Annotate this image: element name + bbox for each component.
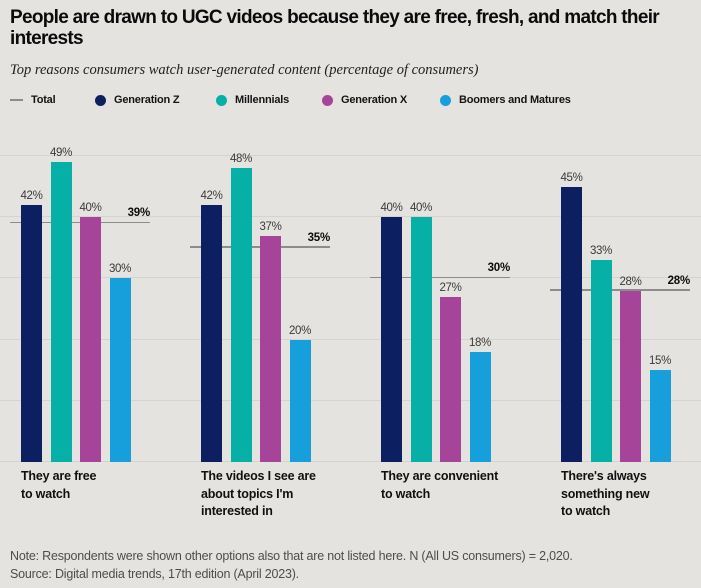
category-label-line: about topics I'm bbox=[201, 486, 294, 501]
category-label-line: They are free bbox=[21, 469, 97, 483]
note-text: Note: Respondents were shown other optio… bbox=[10, 549, 573, 563]
category-label-they-are-free-to-watch: They are free to watch bbox=[21, 468, 181, 503]
legend-label: Generation Z bbox=[114, 94, 180, 106]
total-value-label: 39% bbox=[127, 207, 151, 220]
legend: Total Generation Z Millennials Generation X… bbox=[0, 93, 701, 109]
legend-label: Generation X bbox=[341, 94, 408, 106]
bar-value-label-generation-x: 27% bbox=[439, 281, 462, 294]
bar-group-there-s-always-something: 28% 45% 33% 28% 15% bbox=[550, 140, 701, 462]
bar-boomers-and-matures bbox=[109, 278, 131, 462]
bar-generation-z bbox=[201, 204, 222, 462]
category-label-line: The videos I see are bbox=[201, 469, 316, 483]
bar-value-label-generation-z: 45% bbox=[560, 171, 583, 184]
generation-z-legend-marker-icon bbox=[95, 94, 106, 106]
legend-item-total: Total bbox=[10, 93, 56, 107]
bar-value-label-boomers-and-matures: 20% bbox=[288, 324, 312, 337]
total-value-label: 30% bbox=[487, 262, 511, 275]
legend-item-boomers-and-matures: Boomers and Matures bbox=[440, 93, 571, 107]
bar-group-they-are-free-to-watch: 39% 42% 49% 40% 30% bbox=[10, 140, 161, 462]
bar-value-label-generation-x: 40% bbox=[79, 202, 102, 215]
bar-millennials bbox=[230, 168, 252, 462]
chart-title: People are drawn to UGC videos because t… bbox=[10, 7, 660, 50]
bar-millennials bbox=[590, 260, 612, 462]
bar-generation-z bbox=[381, 217, 402, 462]
chart-subtitle: Top reasons consumers watch user-generat… bbox=[10, 62, 479, 78]
boomers-and-matures-legend-marker-icon bbox=[440, 94, 451, 106]
bar-value-label-generation-x: 37% bbox=[259, 220, 282, 233]
legend-item-millennials: Millennials bbox=[216, 93, 289, 107]
bar-value-label-boomers-and-matures: 30% bbox=[108, 263, 132, 276]
bar-value-label-millennials: 49% bbox=[49, 147, 73, 160]
bar-value-label-generation-z: 42% bbox=[200, 189, 223, 202]
category-label-line: to watch bbox=[381, 486, 431, 501]
legend-label: Millennials bbox=[235, 94, 290, 106]
bar-boomers-and-matures bbox=[289, 339, 311, 462]
legend-label: Total bbox=[31, 94, 56, 106]
bar-millennials bbox=[410, 217, 432, 462]
bar-group-the-videos-i-see-are-abo: 35% 42% 48% 37% 20% bbox=[190, 140, 341, 462]
bar-boomers-and-matures bbox=[469, 351, 491, 462]
gridline-50-pct bbox=[0, 155, 701, 156]
category-label-line: something new bbox=[561, 486, 650, 501]
bar-value-label-millennials: 40% bbox=[409, 202, 433, 215]
bar-value-label-millennials: 33% bbox=[589, 245, 613, 258]
gridline-10-pct bbox=[0, 399, 701, 401]
bar-millennials bbox=[50, 162, 72, 462]
bar-value-label-generation-z: 40% bbox=[380, 202, 403, 215]
bar-chart-plot: 39% 42% 49% 40% 30% 35% 42% 48% 37% 20% 30% 40% 40% 2… bbox=[0, 140, 701, 462]
generation-x-legend-marker-icon bbox=[322, 94, 333, 106]
gridline-40-pct bbox=[0, 216, 701, 218]
total-value-label: 28% bbox=[667, 274, 691, 287]
bar-generation-x bbox=[620, 290, 641, 462]
bar-generation-x bbox=[260, 235, 281, 462]
bar-value-label-millennials: 48% bbox=[229, 153, 253, 166]
bar-value-label-boomers-and-matures: 18% bbox=[468, 336, 492, 349]
category-label-there-s-always-something: There's always something new to watch bbox=[561, 468, 701, 521]
bar-value-label-generation-x: 28% bbox=[619, 275, 642, 288]
bar-boomers-and-matures bbox=[649, 370, 671, 462]
bar-value-label-generation-z: 42% bbox=[20, 189, 43, 202]
gridline-20-pct bbox=[0, 338, 701, 340]
legend-item-generation-z: Generation Z bbox=[95, 93, 180, 107]
bar-generation-z bbox=[21, 204, 42, 462]
category-label-line: to watch bbox=[21, 486, 71, 501]
category-label-line: They are convenient bbox=[381, 469, 499, 483]
legend-label: Boomers and Matures bbox=[459, 94, 571, 106]
millennials-legend-marker-icon bbox=[216, 94, 227, 106]
total-legend-marker-icon bbox=[10, 98, 23, 102]
bar-group-they-are-convenient-to-w: 30% 40% 40% 27% 18% bbox=[370, 140, 521, 462]
bar-generation-x bbox=[80, 217, 101, 462]
total-line bbox=[550, 289, 690, 291]
category-label-line: to watch bbox=[561, 504, 611, 518]
category-label-line: There's always bbox=[561, 469, 647, 483]
gridline-30-pct bbox=[0, 277, 701, 279]
bar-generation-x bbox=[440, 296, 461, 462]
category-label-the-videos-i-see-are-abo: The videos I see are about topics I'm inte… bbox=[201, 468, 361, 521]
total-value-label: 35% bbox=[307, 231, 331, 244]
source-text: Source: Digital media trends, 17th editi… bbox=[10, 567, 299, 581]
category-label-they-are-convenient-to-w: They are convenient to watch bbox=[381, 468, 541, 503]
legend-item-generation-x: Generation X bbox=[322, 93, 407, 107]
bar-generation-z bbox=[561, 186, 582, 462]
x-axis-baseline bbox=[0, 461, 701, 462]
bar-value-label-boomers-and-matures: 15% bbox=[648, 355, 672, 368]
category-label-line: interested in bbox=[201, 504, 273, 518]
total-line bbox=[370, 276, 510, 279]
